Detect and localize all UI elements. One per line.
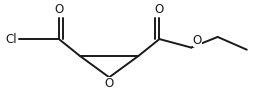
Text: O: O [193, 33, 202, 46]
Text: Cl: Cl [5, 33, 16, 46]
Text: O: O [155, 3, 164, 16]
Text: O: O [54, 3, 64, 16]
Text: O: O [105, 77, 114, 90]
